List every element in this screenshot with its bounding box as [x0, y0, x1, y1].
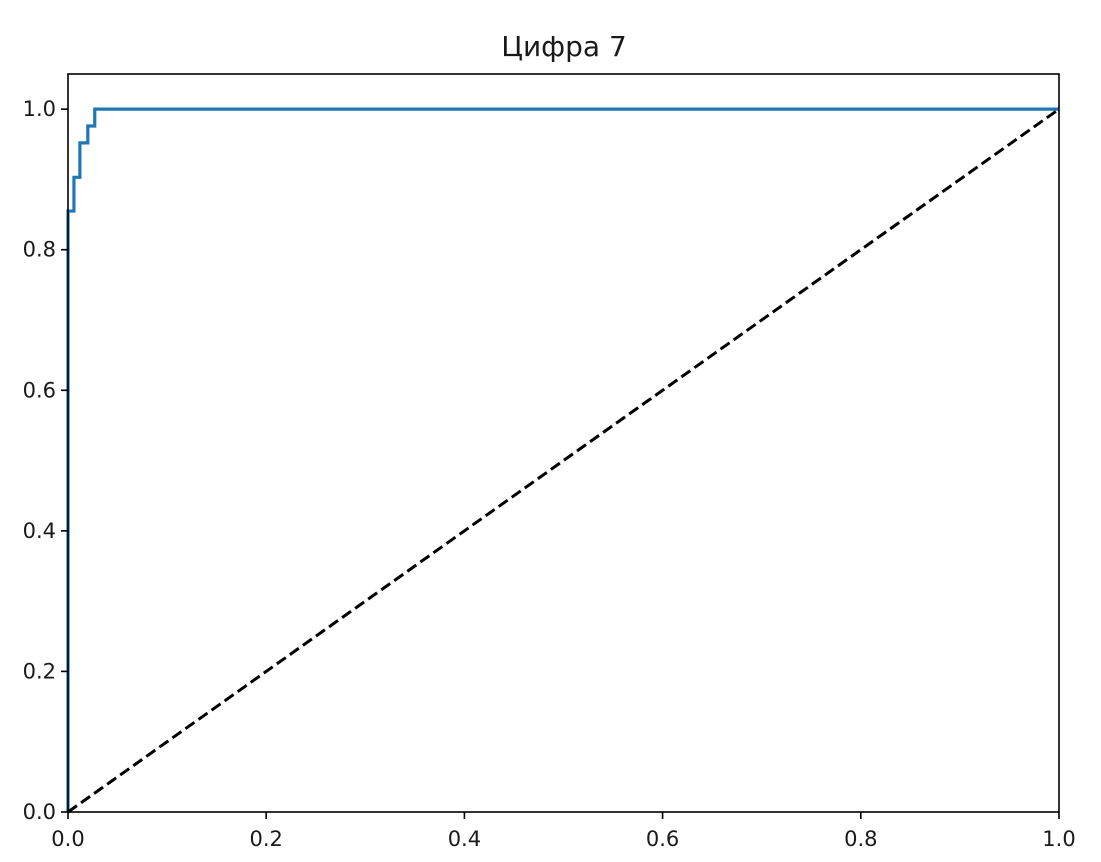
y-tick-label: 1.0	[23, 97, 56, 121]
y-tick-label: 0.8	[23, 238, 56, 262]
chart-title: Цифра 7	[501, 30, 627, 63]
series-layer	[66, 107, 1060, 814]
ticks-layer: 0.0 0.2 0.4 0.6 0.8 1.0 0.0 0.2 0.4 0.6 0.8 1.0	[23, 97, 1076, 851]
x-tick-label: 0.4	[448, 827, 481, 851]
x-tick-label: 1.0	[1042, 827, 1075, 851]
chance-diagonal-line	[67, 107, 1060, 814]
x-tick-label: 0.0	[51, 827, 84, 851]
y-tick-label: 0.4	[23, 519, 56, 543]
y-tick-label: 0.2	[23, 659, 56, 683]
y-tick-label: 0.0	[23, 800, 56, 824]
x-tick-label: 0.2	[249, 827, 282, 851]
y-tick-label: 0.6	[23, 378, 56, 402]
plot-frame	[67, 73, 1060, 813]
x-tick-label: 0.8	[844, 827, 877, 851]
x-tick-label: 0.6	[646, 827, 679, 851]
